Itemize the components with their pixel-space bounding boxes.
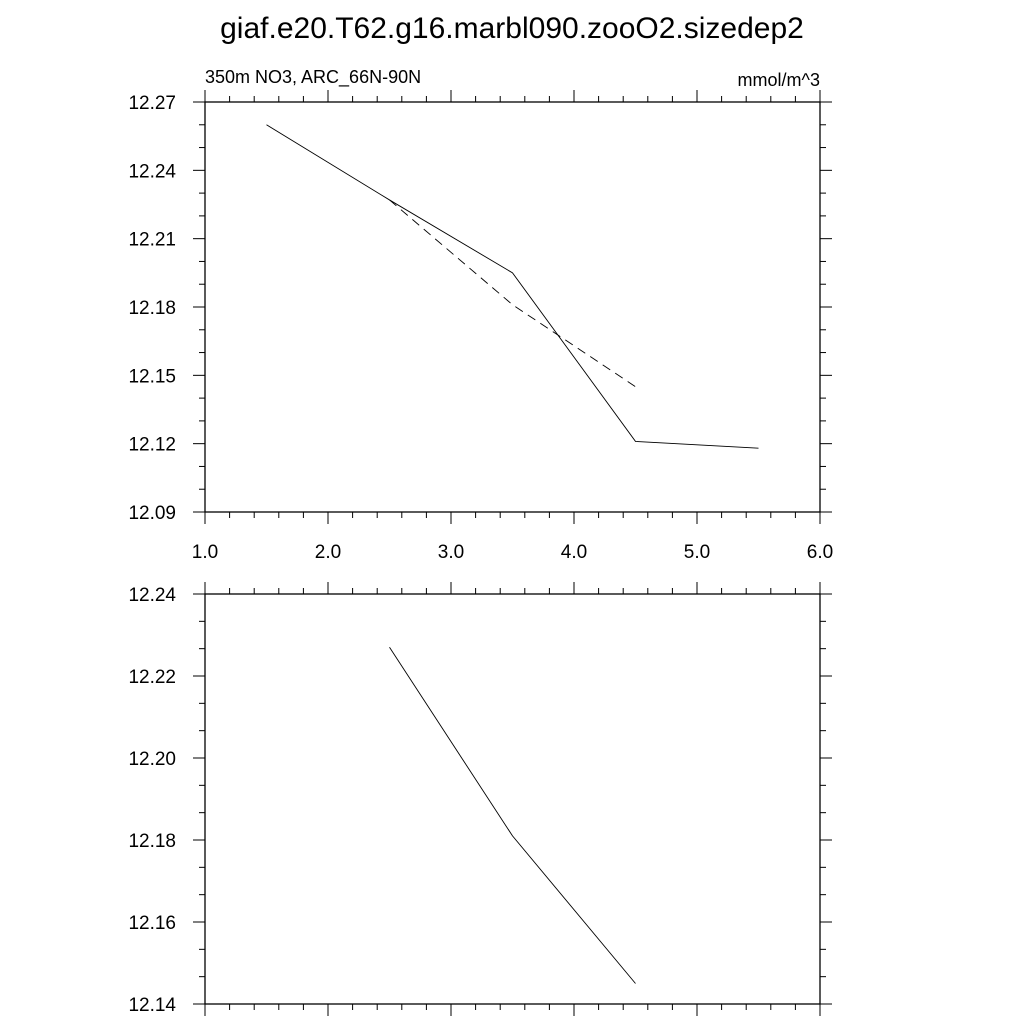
- bottom-y-tick-label: 12.24: [128, 585, 176, 606]
- top-x-tick-label: 3.0: [438, 542, 464, 563]
- top-series-solid-line: [266, 124, 759, 449]
- top-panel: 350m NO3, ARC_66N-90N mmol/m^3 1.0 2.0 3.0…: [128, 67, 833, 563]
- top-series-dashed-line: [389, 199, 636, 388]
- bottom-series-solid-line: [389, 647, 636, 984]
- top-x-tick-label: 2.0: [315, 542, 341, 563]
- bottom-y-tick-label: 12.22: [128, 667, 176, 688]
- bottom-y-tick-label: 12.14: [128, 995, 176, 1016]
- bottom-y-tick-label: 12.18: [128, 831, 176, 852]
- figure-title: giaf.e20.T62.g16.marbl090.zooO2.sizedep2: [220, 12, 804, 45]
- top-x-tick-label: 1.0: [192, 542, 218, 563]
- top-x-tick-label: 6.0: [807, 542, 833, 563]
- top-x-tick-label: 4.0: [561, 542, 587, 563]
- bottom-y-tick-label: 12.20: [128, 749, 176, 770]
- bottom-plot-frame: [204, 593, 821, 1005]
- top-y-tick-label: 12.18: [128, 298, 176, 319]
- top-y-tick-label: 12.09: [128, 503, 176, 524]
- top-y-tick-label: 12.27: [128, 93, 176, 114]
- top-y-tick-label: 12.15: [128, 366, 176, 387]
- top-panel-left-label: 350m NO3, ARC_66N-90N: [205, 67, 421, 88]
- top-panel-units-label: mmol/m^3: [738, 70, 820, 90]
- top-y-tick-label: 12.12: [128, 435, 176, 456]
- bottom-panel: 12.14 12.16 12.18 12.20 12.22 12.24: [128, 582, 832, 1016]
- top-x-tick-label: 5.0: [684, 542, 710, 563]
- top-y-tick-label: 12.21: [128, 230, 176, 251]
- bottom-y-tick-label: 12.16: [128, 913, 176, 934]
- top-y-tick-label: 12.24: [128, 161, 176, 182]
